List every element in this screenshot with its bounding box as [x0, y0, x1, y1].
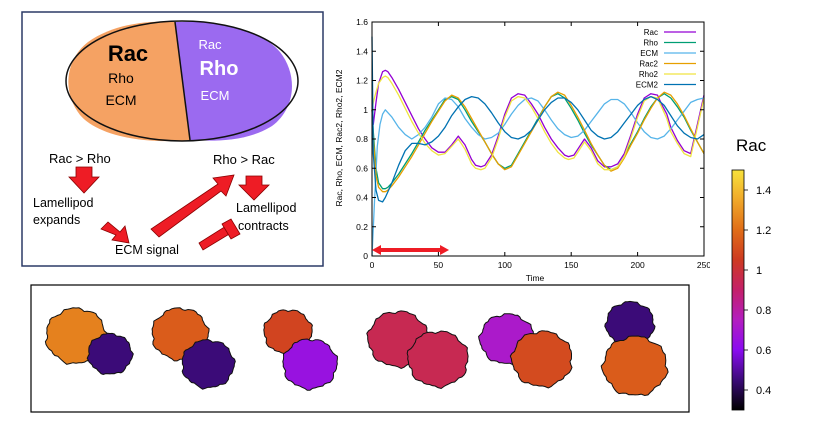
cell-right: [282, 338, 338, 391]
series-line-rac2: [371, 91, 705, 193]
rho-cell-line3: ECM: [201, 88, 230, 103]
colorbar-tick-label: 0.4: [756, 385, 771, 397]
cell-right: [509, 330, 573, 389]
chart-series-layer: [371, 36, 705, 257]
legend-label-ecm: ECM: [640, 49, 658, 58]
cell-right: [600, 335, 669, 397]
series-line-ecm2: [371, 36, 705, 203]
x-tick-label: 250: [697, 260, 710, 270]
cell-simulation-strip: [30, 284, 690, 413]
x-axis-ticks: 0 50 100 150 200 250: [370, 22, 710, 270]
legend-label-rac2: Rac2: [639, 60, 658, 69]
schematic-panel: Rac Rho ECM Rac Rho ECM Rac > Rho Rho > …: [21, 11, 324, 267]
line-chart: 00.20.40.60.811.21.41.6 0 50 100 150 200 250 …: [334, 17, 710, 283]
rac-gt-rho-label: Rac > Rho: [49, 151, 111, 166]
series-line-rho: [371, 93, 705, 190]
down-arrow-rac-icon: [68, 166, 100, 194]
y-axis-label: Rac, Rho, ECM, Rac2, Rho2, ECM2: [334, 69, 344, 206]
legend-label-ecm2: ECM2: [636, 81, 659, 90]
colorbar-ticks: 0.4 0.6 0.8 1 1.2 1.4: [744, 185, 771, 397]
series-line-rac: [371, 69, 705, 168]
interval-arrow-left-head: [372, 245, 381, 255]
legend-label-rho: Rho: [643, 39, 658, 48]
inhibition-bar-icon: [221, 218, 241, 240]
x-tick-label: 100: [498, 260, 512, 270]
y-tick-label: 1: [363, 105, 368, 115]
x-axis-label: Time: [526, 273, 545, 283]
y-tick-label: 0.6: [356, 163, 368, 173]
y-tick-label: 0.2: [356, 222, 368, 232]
colorbar-title: Rac: [736, 136, 767, 155]
legend-label-rho2: Rho2: [639, 70, 659, 79]
cell-outline: [65, 20, 299, 142]
expands-label-line2: expands: [33, 213, 80, 227]
cell-pairs: [44, 300, 669, 397]
x-tick-label: 0: [370, 260, 375, 270]
cell-right: [86, 332, 134, 376]
strip-border: [30, 284, 690, 413]
legend-label-rac: Rac: [644, 28, 658, 37]
rho-gt-rac-label: Rho > Rac: [213, 152, 275, 167]
y-tick-label: 0: [363, 251, 368, 261]
y-axis-ticks: 0 0.2 0.4 0.6 0.8 1 1.2 1.4 1.6: [356, 17, 704, 261]
contracts-label-line2: contracts: [238, 219, 289, 233]
colorbar-tick-label: 1.4: [756, 185, 771, 197]
time-interval-arrow-icon: [372, 245, 450, 255]
expands-label-line1: Lamellipod: [33, 196, 94, 210]
rac-cell-line3: ECM: [105, 92, 136, 108]
x-tick-label: 150: [564, 260, 578, 270]
x-tick-label: 50: [434, 260, 444, 270]
y-tick-label: 1.4: [356, 46, 368, 56]
cell-right: [406, 330, 469, 390]
series-line-ecm: [371, 97, 705, 257]
rho-cell-line1: Rac: [198, 37, 222, 52]
y-tick-label: 1.2: [356, 76, 368, 86]
ecm-signal-label: ECM signal: [115, 243, 179, 257]
colorbar-tick-label: 1: [756, 265, 762, 277]
cell-right: [181, 338, 236, 390]
y-tick-label: 0.8: [356, 134, 368, 144]
y-tick-label: 1.6: [356, 17, 368, 27]
y-tick-label: 0.4: [356, 193, 368, 203]
rho-cell-title: Rho: [200, 58, 239, 80]
colorbar-tick-label: 1.2: [756, 225, 771, 237]
rho-cell-region: [175, 21, 292, 141]
diagonal-arrow-to-ecm-icon: [100, 221, 130, 244]
colorbar-gradient: [731, 169, 745, 411]
rac-colorbar: Rac 0.4 0.6 0.8 1 1.2 1.4: [731, 136, 771, 411]
down-arrow-rho-icon: [238, 175, 270, 201]
rac-cell-line2: Rho: [108, 70, 134, 86]
series-line-rho2: [371, 75, 705, 171]
colorbar-tick-label: 0.8: [756, 305, 771, 317]
diagonal-arrow-up-icon: [150, 174, 235, 238]
contracts-label-line1: Lamellipod: [236, 201, 297, 215]
interval-arrow-right-head: [440, 245, 450, 255]
cell-divider: [174, 21, 191, 141]
rac-cell-title: Rac: [108, 41, 148, 66]
colorbar-tick-label: 0.6: [756, 345, 771, 357]
rac-cell-region: [68, 21, 190, 142]
x-tick-label: 200: [631, 260, 645, 270]
